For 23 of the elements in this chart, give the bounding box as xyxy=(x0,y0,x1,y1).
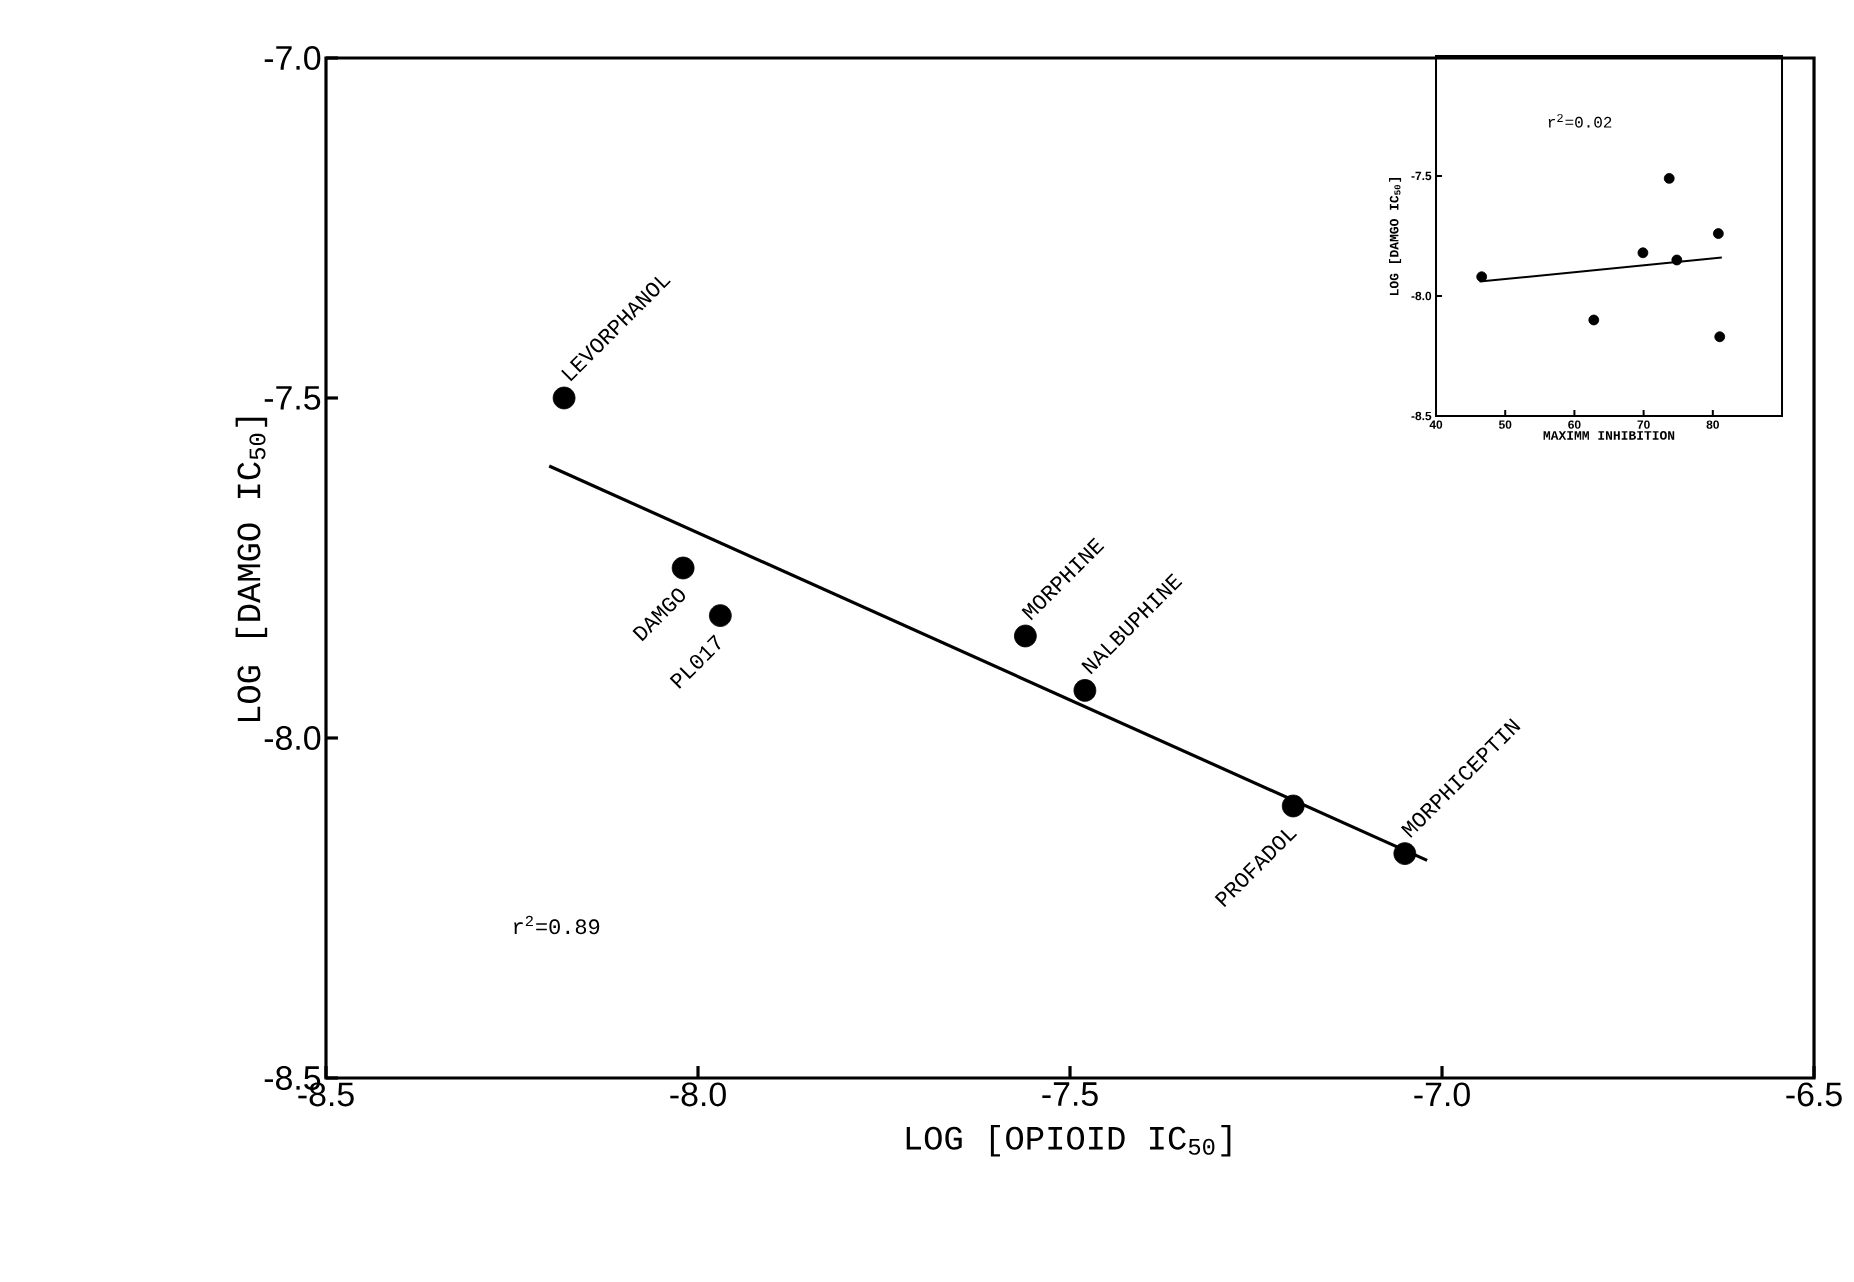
point xyxy=(1637,247,1649,259)
x-tick-label: -8.0 xyxy=(670,1082,726,1107)
point xyxy=(671,556,695,580)
point xyxy=(1712,228,1724,239)
y-tick-label: -8.0 xyxy=(264,726,321,750)
point xyxy=(1588,314,1600,326)
point xyxy=(1014,624,1037,648)
point xyxy=(1671,254,1683,266)
point xyxy=(552,386,576,410)
x-tick-label: -7.5 xyxy=(1042,1082,1098,1107)
y-axis-title: LOG [DAMGO IC$_{50}$] xyxy=(235,417,268,722)
annotation: r$^{2}$=0.89 xyxy=(514,915,600,935)
x-axis-title: LOG [OPIOID IC$_{50}$] xyxy=(906,1124,1231,1157)
point xyxy=(708,604,732,627)
point xyxy=(1663,173,1675,184)
y-tick-label: -7.5 xyxy=(264,386,321,410)
point xyxy=(1073,679,1097,702)
y-tick-label: -7.0 xyxy=(264,45,321,70)
point xyxy=(1281,794,1305,818)
point xyxy=(1393,842,1417,865)
x-tick-label: -6.5 xyxy=(1786,1082,1842,1107)
point xyxy=(1476,271,1488,283)
point xyxy=(1714,331,1726,343)
